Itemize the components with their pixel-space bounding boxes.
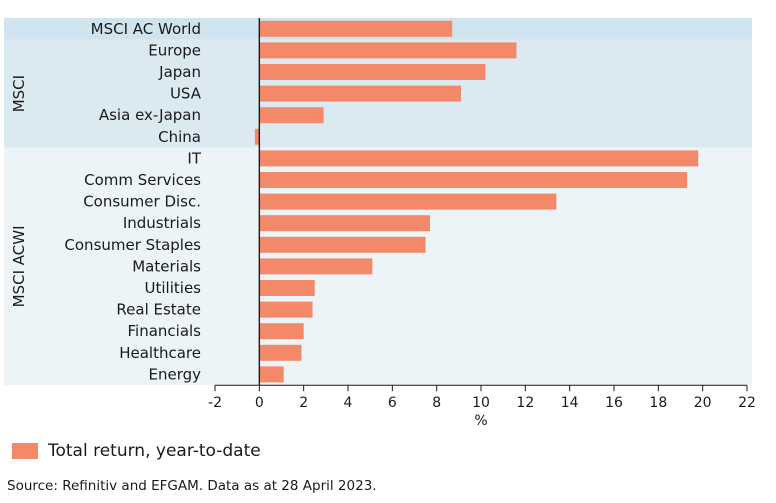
bar xyxy=(259,236,426,253)
legend-swatch xyxy=(12,443,38,459)
x-tick-label: 22 xyxy=(738,395,756,411)
bars xyxy=(254,20,699,383)
x-tick-label: 18 xyxy=(649,395,667,411)
bar xyxy=(259,107,324,124)
legend-label: Total return, year-to-date xyxy=(48,441,261,461)
bar xyxy=(259,301,313,318)
x-axis: -2 0 2 4 6 8 10 12 14 16 18 20 22% xyxy=(208,18,756,429)
category-label: Comm Services xyxy=(84,171,201,189)
category-label: Europe xyxy=(148,41,201,59)
source-note: Source: Refinitiv and EFGAM. Data as at … xyxy=(7,478,377,494)
bar xyxy=(259,215,431,232)
category-label: China xyxy=(158,128,201,146)
x-tick-label: 20 xyxy=(694,395,712,411)
bar xyxy=(259,20,453,37)
x-tick-label: 0 xyxy=(255,395,264,411)
category-label: USA xyxy=(170,85,202,103)
category-label: Consumer Disc. xyxy=(83,193,201,211)
x-tick-label: 4 xyxy=(344,395,353,411)
x-tick-label: -2 xyxy=(208,395,222,411)
bar xyxy=(259,258,373,275)
legend: Total return, year-to-date xyxy=(12,441,261,461)
bar-chart: MSCI AC World Europe Japan USA Asia ex-Japan… xyxy=(4,18,756,429)
bar xyxy=(259,85,462,102)
bar xyxy=(259,172,688,188)
category-label: Real Estate xyxy=(116,301,201,319)
bar xyxy=(259,64,486,80)
category-label: IT xyxy=(187,149,201,167)
x-tick-label: 14 xyxy=(561,395,579,411)
bar xyxy=(259,280,315,296)
x-tick-label: 2 xyxy=(299,395,308,411)
category-label: Asia ex-Japan xyxy=(99,106,201,124)
bar xyxy=(259,323,304,340)
category-label: Japan xyxy=(158,63,201,81)
x-tick-label: 8 xyxy=(432,395,441,411)
category-label: MSCI AC World xyxy=(91,20,201,38)
category-label: Healthcare xyxy=(119,344,201,362)
bar xyxy=(259,366,284,383)
category-label: Industrials xyxy=(123,214,201,232)
group-label: MSCI ACWI xyxy=(10,225,28,307)
bar xyxy=(259,193,557,210)
x-axis-title: % xyxy=(474,413,487,429)
category-label: Financials xyxy=(128,322,202,340)
x-tick-label: 6 xyxy=(388,395,397,411)
bar xyxy=(254,128,260,145)
category-label: Consumer Staples xyxy=(64,236,201,254)
group-label: MSCI xyxy=(10,75,28,112)
category-label: Utilities xyxy=(145,279,202,297)
x-tick-label: 10 xyxy=(472,395,490,411)
x-tick-label: 12 xyxy=(516,395,534,411)
category-label: Energy xyxy=(148,365,201,383)
bar xyxy=(259,42,517,59)
x-tick-label: 16 xyxy=(605,395,623,411)
category-label: Materials xyxy=(132,257,201,275)
category-labels: MSCI AC World Europe Japan USA Asia ex-Japan… xyxy=(64,20,201,384)
bar xyxy=(259,344,302,361)
group-labels: MSCI MSCI ACWI xyxy=(10,75,28,307)
bar xyxy=(259,150,699,167)
